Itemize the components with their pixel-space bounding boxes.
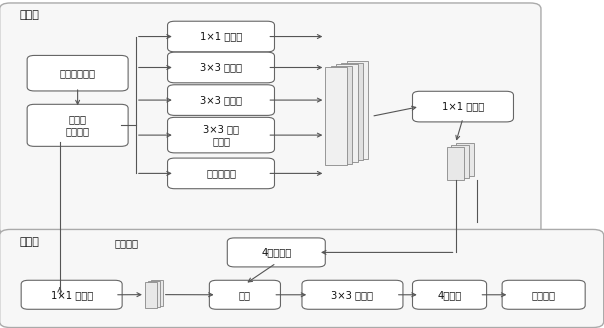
- FancyBboxPatch shape: [27, 104, 128, 146]
- Text: 3×3 卷积子: 3×3 卷积子: [332, 290, 373, 300]
- Text: 粗粒特征: 粗粒特征: [115, 238, 139, 248]
- Text: 3×3 膨胀
卷积子: 3×3 膨胀 卷积子: [203, 124, 239, 146]
- Text: 1×1 卷积子: 1×1 卷积子: [200, 31, 242, 42]
- FancyBboxPatch shape: [456, 143, 474, 176]
- Text: 解码器: 解码器: [19, 237, 39, 247]
- FancyBboxPatch shape: [167, 85, 274, 115]
- Text: 1×1 卷积子: 1×1 卷积子: [51, 290, 93, 300]
- FancyBboxPatch shape: [446, 147, 464, 180]
- FancyBboxPatch shape: [341, 63, 363, 160]
- FancyBboxPatch shape: [167, 117, 274, 153]
- FancyBboxPatch shape: [167, 21, 274, 52]
- FancyBboxPatch shape: [227, 238, 326, 267]
- FancyBboxPatch shape: [167, 52, 274, 83]
- FancyBboxPatch shape: [451, 145, 469, 178]
- FancyBboxPatch shape: [302, 280, 403, 309]
- FancyBboxPatch shape: [27, 55, 128, 91]
- Text: 3×3 卷积子: 3×3 卷积子: [200, 95, 242, 105]
- FancyBboxPatch shape: [326, 68, 347, 165]
- FancyBboxPatch shape: [0, 3, 541, 235]
- Text: 4倍降采样: 4倍降采样: [261, 247, 291, 257]
- FancyBboxPatch shape: [502, 280, 585, 309]
- FancyBboxPatch shape: [21, 280, 122, 309]
- FancyBboxPatch shape: [0, 230, 603, 328]
- FancyBboxPatch shape: [148, 280, 160, 307]
- Text: 3×3 卷积子: 3×3 卷积子: [200, 63, 242, 72]
- Text: 多通道
膨胀卷积: 多通道 膨胀卷积: [66, 114, 89, 136]
- FancyBboxPatch shape: [413, 280, 487, 309]
- Text: 编码器: 编码器: [19, 10, 39, 20]
- FancyBboxPatch shape: [210, 280, 280, 309]
- Text: 卷积神经网络: 卷积神经网络: [60, 68, 95, 78]
- FancyBboxPatch shape: [330, 66, 352, 164]
- FancyBboxPatch shape: [151, 280, 162, 306]
- FancyBboxPatch shape: [167, 158, 274, 189]
- Text: 4倍插值: 4倍插值: [437, 290, 461, 300]
- FancyBboxPatch shape: [336, 64, 358, 162]
- FancyBboxPatch shape: [145, 281, 157, 308]
- Text: 降采样池化: 降采样池化: [206, 168, 236, 178]
- FancyBboxPatch shape: [347, 61, 368, 159]
- Text: 1×1 卷积子: 1×1 卷积子: [442, 102, 484, 112]
- Text: 堆叠: 堆叠: [239, 290, 251, 300]
- Text: 输出图像: 输出图像: [532, 290, 556, 300]
- FancyBboxPatch shape: [413, 91, 513, 122]
